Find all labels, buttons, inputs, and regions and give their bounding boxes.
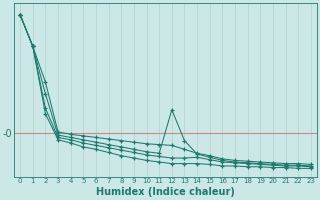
X-axis label: Humidex (Indice chaleur): Humidex (Indice chaleur) <box>96 187 235 197</box>
